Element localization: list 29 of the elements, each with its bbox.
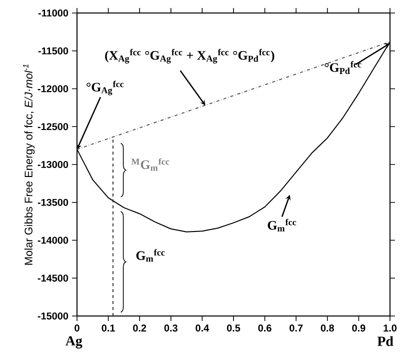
y-tick-label: -11000 [38,9,68,17]
y-tick-label: -13500 [38,198,68,206]
annotation: °G$_{Pd}$fcc [324,61,362,74]
y-tick-label: -13000 [38,160,68,168]
text: Ag [65,336,82,348]
y-tick-label: -12500 [38,123,68,130]
x-tick-label: 0.9 [352,324,366,332]
text: Molar Gibbs Free Energy of fcc, E/J·mol$^{-1}$ [23,64,35,265]
x-tick-label: 0.5 [226,324,240,332]
x-tick-label: 0.4 [196,324,210,332]
x-tick-label: 0.2 [133,324,146,332]
annotation: °G$_{Ag}$fcc [86,80,124,96]
x-tick-label: 0.7 [290,324,303,332]
y-tick-label: -12000 [38,85,68,92]
text: (X$_{Ag}$$^{fcc}$ °G$_{Ag}$$^{fcc}$ + X$_{Ag}$$^{fcc}$ °G$_{Pd}$$^{fcc}$) [105,48,274,64]
y-tick-label: -14000 [38,236,68,244]
x-tick-label: 0 [74,324,80,332]
x-tick-label: 0.3 [164,324,178,332]
y-tick-label: -11500 [38,47,68,54]
y-tick-label: -15000 [38,312,68,320]
text: Pd [377,336,394,346]
x-tick-label: 0.6 [258,324,272,332]
x-tick-label: 0.8 [320,324,334,332]
annotation: G$_{m}$fcc [268,218,296,232]
annotation: G$_{m}$fcc [136,249,165,262]
x-tick-label: 0.1 [102,324,115,332]
annotation: $^{M}$G$_{m}$fcc [131,158,170,171]
y-tick-label: -14500 [38,274,68,282]
x-tick-label: 1.0 [384,324,397,332]
